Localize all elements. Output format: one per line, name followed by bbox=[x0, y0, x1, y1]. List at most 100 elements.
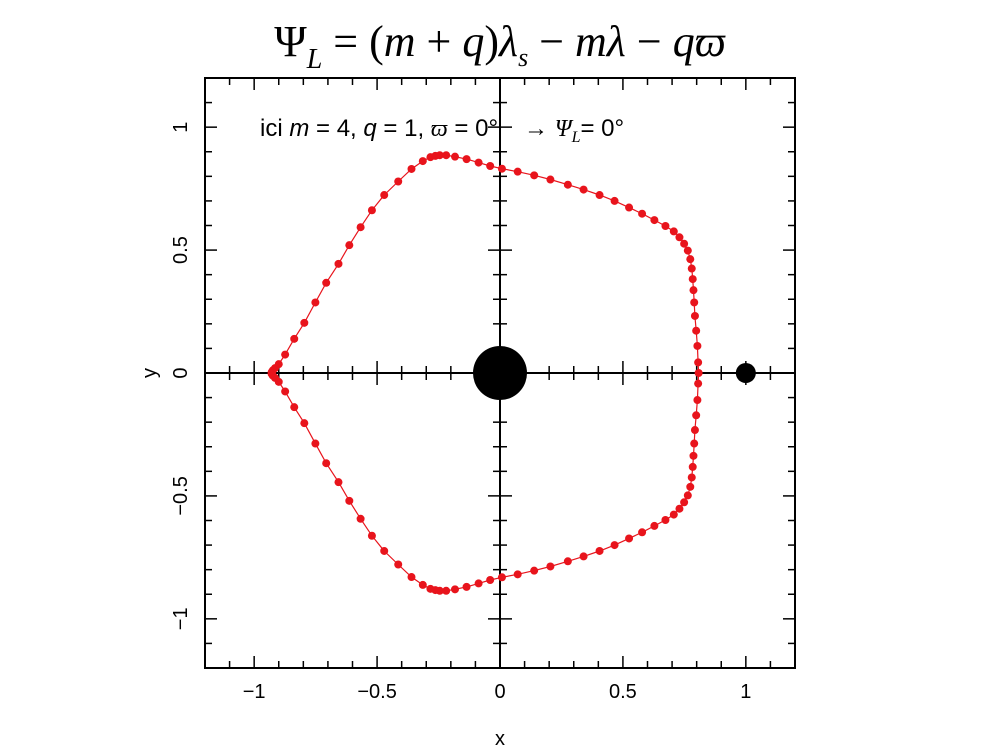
title-minus-2: − bbox=[626, 17, 673, 66]
y-tick-label: 0 bbox=[170, 367, 192, 378]
bodies bbox=[473, 346, 756, 400]
series-point bbox=[300, 318, 309, 327]
y-tick-label: −0.5 bbox=[170, 476, 192, 515]
series-point bbox=[356, 514, 365, 523]
series-point bbox=[689, 286, 698, 295]
annotation-m-symbol: m bbox=[289, 115, 309, 142]
series-point bbox=[356, 223, 365, 232]
series-point bbox=[638, 209, 647, 218]
series-point bbox=[513, 570, 522, 579]
series-point bbox=[311, 298, 320, 307]
series-point bbox=[579, 185, 588, 194]
series-point bbox=[595, 191, 604, 200]
series-point bbox=[669, 227, 678, 236]
annotation-q-symbol: q bbox=[363, 115, 377, 142]
series-point bbox=[690, 439, 699, 448]
secondary-body bbox=[735, 363, 756, 383]
x-tick-label: 0.5 bbox=[609, 681, 637, 703]
series-point bbox=[418, 157, 427, 166]
series-point bbox=[690, 298, 699, 307]
title-plus: + bbox=[416, 17, 463, 66]
series-point bbox=[669, 510, 678, 519]
series-point bbox=[407, 164, 416, 173]
series-point bbox=[563, 180, 572, 189]
series-point bbox=[690, 426, 699, 435]
series-point bbox=[497, 164, 506, 173]
series-point bbox=[322, 459, 331, 468]
series-point bbox=[650, 521, 659, 530]
series-point bbox=[675, 504, 684, 513]
series-point bbox=[595, 546, 604, 555]
series-point bbox=[407, 573, 416, 582]
title-q: q bbox=[462, 17, 484, 66]
title-m: m bbox=[384, 17, 416, 66]
series-point bbox=[694, 358, 703, 367]
series-point bbox=[546, 175, 555, 184]
x-axis-title: x bbox=[495, 728, 505, 750]
x-tick-label: −1 bbox=[243, 681, 266, 703]
series-point bbox=[563, 557, 572, 566]
series-points bbox=[267, 151, 703, 595]
series-point bbox=[530, 171, 539, 180]
series-point bbox=[686, 255, 695, 264]
series-point bbox=[418, 580, 427, 589]
series-point bbox=[334, 478, 343, 487]
annotation-prefix: ici bbox=[260, 115, 289, 142]
annotation-varpi-symbol: ϖ bbox=[431, 116, 448, 142]
series-point bbox=[546, 562, 555, 571]
series-point bbox=[380, 546, 389, 555]
series-point bbox=[687, 473, 696, 482]
series-point bbox=[281, 387, 290, 396]
series-point bbox=[689, 451, 698, 460]
series-point bbox=[688, 462, 697, 471]
series-point bbox=[661, 221, 670, 230]
series-point bbox=[638, 528, 647, 537]
annotation-m-value: = 4, bbox=[309, 115, 363, 142]
series-point bbox=[693, 341, 702, 350]
series-point bbox=[694, 369, 703, 377]
series-point bbox=[692, 326, 701, 335]
series-point bbox=[435, 151, 444, 160]
title-lambda-s: λ bbox=[497, 17, 518, 66]
series-point bbox=[693, 396, 702, 405]
series-point bbox=[486, 575, 495, 584]
series-point bbox=[513, 167, 522, 176]
series-point bbox=[367, 206, 376, 215]
y-tick-label: 0.5 bbox=[170, 236, 192, 264]
title-varpi: ϖ bbox=[695, 17, 726, 66]
series-point bbox=[442, 586, 451, 595]
annotation-psi-subscript: L bbox=[571, 129, 581, 146]
series-point bbox=[486, 162, 495, 171]
series-point bbox=[692, 411, 701, 420]
title-q-2: q bbox=[673, 17, 695, 66]
series-point bbox=[687, 264, 696, 273]
series-point bbox=[290, 403, 299, 412]
series-point bbox=[579, 552, 588, 561]
series-point bbox=[686, 482, 695, 491]
series-point bbox=[680, 239, 689, 248]
series-point bbox=[650, 216, 659, 225]
series-point bbox=[281, 350, 290, 359]
series-point bbox=[680, 498, 689, 507]
series-point bbox=[474, 579, 483, 588]
series-point bbox=[474, 158, 483, 167]
y-tick-label: 1 bbox=[170, 122, 192, 133]
series-point bbox=[426, 584, 435, 593]
x-tick-label: 0 bbox=[494, 681, 505, 703]
series-point bbox=[322, 278, 331, 287]
annotation-q-value: = 1, bbox=[377, 115, 431, 142]
series-point bbox=[661, 516, 670, 525]
series-point bbox=[300, 419, 309, 428]
series-point bbox=[345, 496, 354, 505]
title-close: ) bbox=[484, 17, 499, 66]
series-point bbox=[394, 177, 403, 186]
series-point bbox=[274, 360, 283, 369]
series-point bbox=[334, 259, 343, 268]
annotation-varpi-value: = 0° bbox=[448, 115, 498, 142]
tick-labels: −1 −0.5 0 0.5 1 −1 −0.5 0 0.5 1 bbox=[170, 122, 751, 703]
series-point bbox=[462, 582, 471, 591]
series-point bbox=[451, 585, 460, 594]
y-tick-label: −1 bbox=[170, 607, 192, 630]
series-point bbox=[688, 275, 697, 284]
